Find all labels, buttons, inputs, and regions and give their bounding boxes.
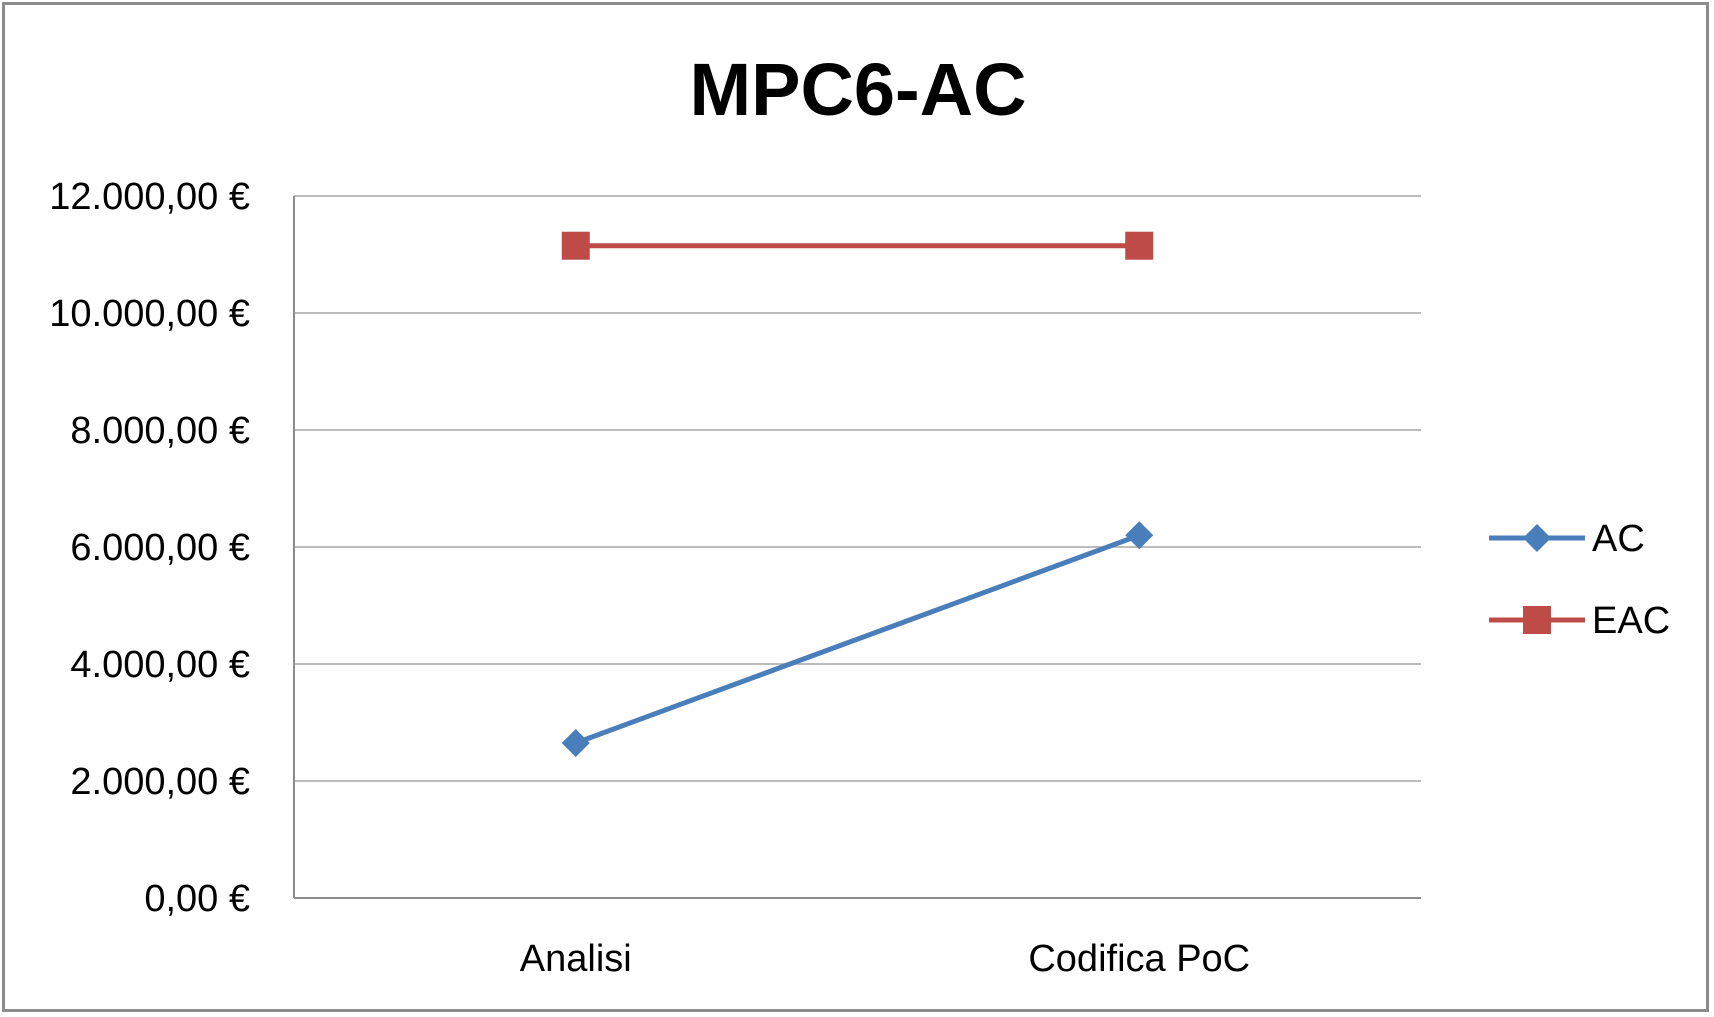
legend-label: AC (1592, 518, 1645, 560)
y-tick-label: 2.000,00 € (70, 761, 250, 803)
legend: AC EAC (1489, 518, 1670, 642)
legend-label: EAC (1592, 600, 1670, 642)
series (561, 231, 1154, 757)
legend-marker (1523, 524, 1551, 552)
y-tick-label: 0,00 € (144, 878, 250, 920)
x-tick-label: Codifica PoC (1028, 938, 1250, 980)
y-axis-tick-labels: 0,00 € 2.000,00 € 4.000,00 € 6.000,00 € 8.00… (49, 176, 250, 920)
data-point (561, 728, 590, 757)
data-point (1125, 231, 1154, 260)
y-tick-label: 4.000,00 € (70, 644, 250, 686)
y-tick-label: 10.000,00 € (49, 293, 250, 335)
series-line (574, 532, 1141, 746)
chart-title: MPC6-AC (689, 48, 1026, 131)
gridlines (294, 195, 1421, 782)
x-axis-tick-labels: Analisi Codifica PoC (520, 938, 1250, 980)
x-tick-label: Analisi (520, 938, 632, 980)
y-tick-label: 6.000,00 € (70, 527, 250, 569)
y-tick-label: 12.000,00 € (49, 176, 250, 218)
legend-item-eac: EAC (1489, 600, 1670, 642)
data-point (561, 231, 590, 260)
legend-marker (1523, 606, 1551, 634)
series-ac (561, 521, 1154, 757)
axes (293, 196, 1421, 899)
data-point (1125, 521, 1154, 550)
series-eac (561, 231, 1154, 260)
y-tick-label: 8.000,00 € (70, 410, 250, 452)
legend-item-ac: AC (1489, 518, 1645, 560)
